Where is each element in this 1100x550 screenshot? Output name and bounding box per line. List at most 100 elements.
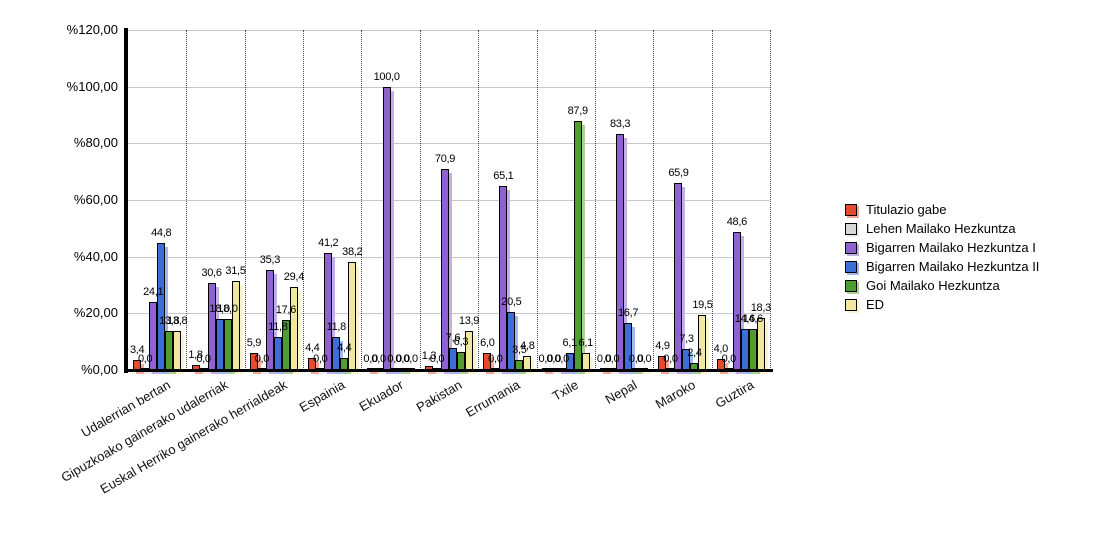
category-separator-line (653, 30, 655, 370)
legend-label: Goi Mailako Hezkuntza (866, 278, 1000, 293)
bar-value-label: 7,6 (445, 332, 461, 344)
bar-value-label: 29,4 (283, 271, 305, 283)
bar-value-label: 0,0 (313, 353, 328, 365)
bar-value-label: 0,0 (429, 353, 445, 365)
gridline-horizontal (128, 200, 770, 201)
bar-value-label: 20,5 (501, 296, 522, 308)
y-axis-tick-label: %120,00 (66, 22, 118, 37)
bar-value-label: 100,0 (373, 71, 400, 83)
category-separator-line (711, 30, 713, 370)
x-axis-line (124, 369, 773, 372)
legend-item: ED (845, 297, 1039, 312)
bar-value-label: 30,6 (201, 267, 222, 279)
bar-value-label: 24,1 (143, 286, 164, 298)
y-axis-line (124, 28, 128, 373)
bar-value-label: 0,0 (488, 353, 503, 365)
legend-swatch (845, 260, 857, 273)
bar-value-label: 0,0 (721, 353, 737, 365)
bar-value-label: 44,8 (151, 227, 172, 239)
bar-value-label: 13,8 (159, 315, 180, 327)
gridline-horizontal (128, 143, 770, 145)
bar-value-label: 4,4 (337, 342, 352, 354)
legend-item: Titulazio gabe (845, 202, 1039, 217)
bar-bigarren-mailako-hezkuntza-ii (157, 243, 166, 370)
bar-value-label: 4,4 (305, 342, 320, 354)
bar-value-label: 4,8 (520, 340, 535, 352)
category-separator-line (244, 30, 246, 370)
legend: Titulazio gabe Lehen Mailako Hezkuntza Big… (845, 202, 1040, 312)
bar-value-label: 0,0 (604, 353, 620, 365)
legend-label: Bigarren Mailako Hezkuntza I (866, 240, 1036, 255)
bar-value-label: 1,8 (188, 349, 203, 361)
bar-ed (756, 318, 765, 370)
legend-swatch (845, 222, 857, 235)
category-separator-line (303, 30, 305, 370)
gridline-horizontal (128, 256, 770, 258)
bar-value-label: 0,0 (254, 353, 270, 365)
category-separator-line (478, 30, 480, 370)
bar-goi-mailako-hezkuntza (457, 352, 465, 370)
bar-value-label: 0,0 (538, 353, 554, 365)
bar-bigarren-mailako-hezkuntza-i (382, 87, 391, 370)
legend-label: ED (866, 297, 885, 312)
gridline-horizontal (128, 313, 770, 315)
y-axis-tick-label: %60,00 (73, 192, 118, 207)
bar-goi-mailako-hezkuntza (573, 121, 582, 370)
bar-value-label: 0,0 (596, 353, 612, 365)
x-axis-category-label: Guztira (449, 377, 757, 411)
legend-label: Bigarren Mailako Hezkuntza II (866, 259, 1040, 274)
bar-value-label: 5,9 (246, 337, 262, 349)
x-axis-category-label-text: Guztira (712, 377, 757, 411)
category-separator-line (186, 30, 188, 370)
bar-value-label: 17,6 (275, 304, 297, 316)
bar-value-label: 38,2 (342, 246, 363, 258)
bar-goi-mailako-hezkuntza (748, 329, 757, 370)
bar-value-label: 0,0 (546, 353, 562, 365)
bar-value-label: 13,8 (167, 315, 188, 327)
bar-value-label: 6,0 (480, 337, 495, 349)
bar-value-label: 35,3 (259, 254, 281, 266)
legend-item: Bigarren Mailako Hezkuntza I (845, 240, 1039, 255)
category-separator-line (361, 30, 363, 370)
bar-value-label: 31,5 (225, 265, 246, 277)
bar-goi-mailako-hezkuntza (223, 319, 232, 370)
bar-value-label: 13,9 (458, 315, 480, 327)
legend-label: Titulazio gabe (866, 202, 947, 217)
bar-bigarren-mailako-hezkuntza-i (616, 134, 625, 370)
bar-goi-mailako-hezkuntza (165, 331, 174, 370)
bar-value-label: 18,3 (750, 302, 772, 314)
bar-value-label: 0,0 (636, 353, 652, 365)
legend-label: Lehen Mailako Hezkuntza (866, 221, 1016, 236)
category-separator-line (536, 30, 538, 370)
bar-value-label: 65,1 (493, 170, 514, 182)
bar-value-label: 0,0 (371, 353, 386, 365)
legend-swatch (845, 279, 857, 292)
legend-item: Goi Mailako Hezkuntza (845, 278, 1039, 293)
category-separator-line (770, 30, 771, 370)
category-separator-line (419, 30, 421, 370)
y-axis-tick-label: %100,00 (66, 78, 118, 94)
plot-area: 3,4 1,8 5,9 4,4 0,0 1,3 6,0 0,0 0,0 4,9 4,0 0,0 0,0 0… (124, 28, 773, 373)
bar-value-label: 6,1 (578, 337, 594, 349)
bar-value-label: 4,0 (713, 343, 729, 355)
bar-value-label: 6,3 (453, 336, 469, 348)
gridline-horizontal (128, 86, 770, 88)
legend-swatch (845, 298, 857, 311)
bar-value-label: 48,6 (726, 216, 748, 228)
y-axis-tick-label: %40,00 (73, 248, 118, 264)
bar-value-label: 14,6 (734, 313, 756, 325)
bar-value-label: 1,3 (421, 350, 437, 362)
bar-value-label: 18,0 (217, 303, 238, 315)
legend-item: Lehen Mailako Hezkuntza (845, 221, 1039, 236)
bar-value-label: 0,0 (137, 353, 153, 365)
legend-item: Bigarren Mailako Hezkuntza II (845, 259, 1040, 274)
bar-value-label: 19,5 (692, 299, 713, 311)
bar-value-label: 0,0 (628, 353, 644, 365)
bar-value-label: 41,2 (318, 237, 339, 249)
bar-value-label: 18,0 (209, 303, 230, 315)
bar-value-label: 0,0 (387, 353, 402, 365)
legend-swatch (845, 203, 857, 216)
bar-value-label: 83,3 (609, 118, 631, 130)
bar-value-label: 3,5 (512, 344, 527, 356)
